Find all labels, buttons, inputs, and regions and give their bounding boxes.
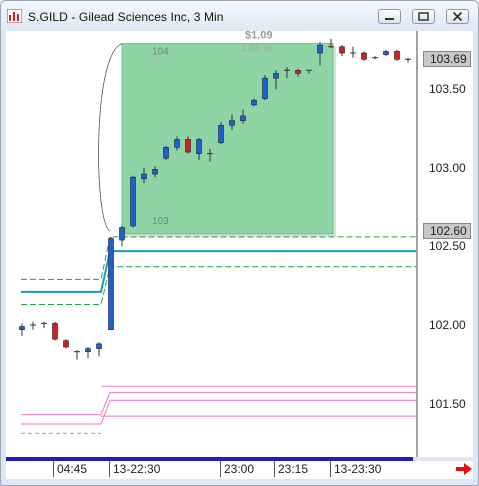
candle-body bbox=[141, 173, 147, 180]
time-label: 13-22:30 bbox=[109, 461, 160, 477]
price-tick-label: 103.50 bbox=[429, 82, 466, 97]
measure-bracket bbox=[98, 43, 123, 232]
measure-bottom-price: 103 bbox=[152, 216, 169, 227]
time-label: 23:00 bbox=[220, 461, 254, 477]
candle-body bbox=[218, 125, 224, 143]
minimize-icon bbox=[385, 18, 394, 20]
price-chart[interactable]: 104 103 $1.09 1.06 % bbox=[6, 31, 473, 457]
price-tick-label: 102.50 bbox=[429, 239, 466, 254]
time-axis: 04:45 13-22:30 23:00 23:15 13-23:30 bbox=[6, 461, 473, 479]
window-title: S.GILD - Gilead Sciences Inc, 3 Min bbox=[28, 10, 224, 24]
candle-body bbox=[251, 99, 257, 106]
last-price-label: 103.69 bbox=[423, 51, 471, 68]
candle-body bbox=[119, 227, 125, 241]
candle-body bbox=[262, 77, 268, 99]
marker-price-label: 102.60 bbox=[423, 222, 471, 239]
price-tick-label: 103.00 bbox=[429, 160, 466, 175]
candle-body bbox=[96, 343, 102, 349]
candle-body bbox=[383, 51, 389, 55]
candle-body bbox=[19, 326, 25, 330]
candle-body bbox=[361, 52, 367, 60]
price-tick-label: 101.50 bbox=[429, 396, 466, 411]
chart-app-icon bbox=[7, 9, 22, 23]
candle-body bbox=[295, 69, 301, 74]
candle-body bbox=[317, 44, 323, 54]
candle-body bbox=[196, 139, 202, 154]
time-scroll-bar[interactable] bbox=[6, 457, 413, 461]
measure-box bbox=[121, 43, 334, 235]
green-dashed-line bbox=[21, 236, 416, 280]
candle-body bbox=[85, 348, 91, 352]
candle-body bbox=[174, 139, 180, 148]
candle-body bbox=[394, 51, 400, 60]
maximize-icon bbox=[418, 12, 429, 21]
green-dashed-line bbox=[21, 266, 416, 305]
candle-body bbox=[52, 323, 58, 340]
candle-body bbox=[163, 147, 169, 159]
scroll-right-arrow-icon[interactable] bbox=[456, 463, 472, 475]
chart-area[interactable]: 104 103 $1.09 1.06 % 103.69 102.60 103.50 1… bbox=[6, 31, 473, 457]
measure-top-price: 104 bbox=[152, 47, 169, 58]
candle-body bbox=[229, 120, 235, 126]
price-tick-label: 102.00 bbox=[429, 317, 466, 332]
teal-line bbox=[21, 250, 416, 293]
close-button[interactable] bbox=[446, 9, 469, 24]
pink-band-line bbox=[21, 391, 416, 416]
title-bar[interactable]: S.GILD - Gilead Sciences Inc, 3 Min bbox=[1, 1, 478, 31]
pink-band-line bbox=[21, 399, 416, 425]
candle-body bbox=[63, 340, 69, 348]
candle-body bbox=[185, 139, 191, 153]
candle-body bbox=[240, 115, 246, 121]
time-label: 13-23:30 bbox=[330, 461, 381, 477]
time-label: 04:45 bbox=[53, 461, 87, 477]
close-icon bbox=[452, 11, 463, 22]
minimize-button[interactable] bbox=[378, 9, 401, 24]
candle-body bbox=[108, 238, 114, 330]
candle-body bbox=[130, 176, 136, 227]
candle-body bbox=[339, 46, 345, 54]
measure-change-dollars: $1.09 bbox=[245, 31, 273, 42]
maximize-button[interactable] bbox=[412, 9, 435, 24]
time-label: 23:15 bbox=[274, 461, 308, 477]
candle-body bbox=[273, 73, 279, 79]
measure-change-percent: 1.06 % bbox=[241, 44, 272, 55]
candle-body bbox=[152, 169, 158, 175]
